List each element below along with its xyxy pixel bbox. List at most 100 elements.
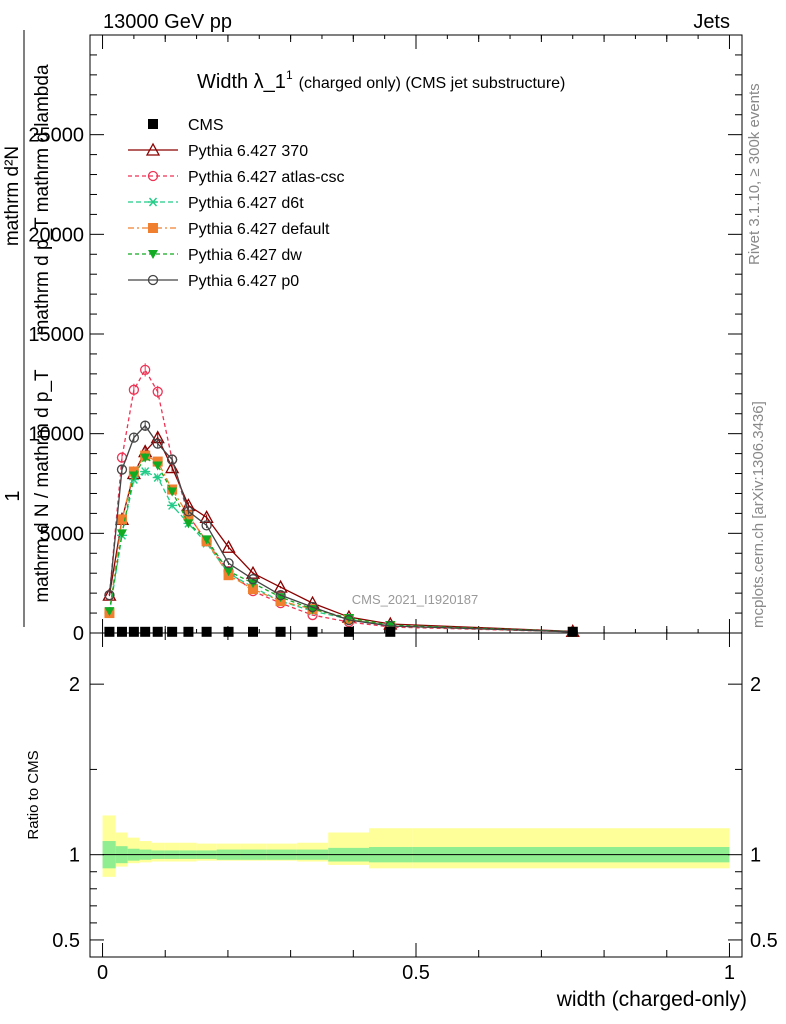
data-point — [385, 626, 396, 637]
ratio-y-tick-label-right: 1 — [750, 845, 761, 867]
data-point — [199, 510, 214, 524]
chart-subtitle: (charged only) (CMS jet substructure) — [299, 75, 566, 92]
legend-marker — [145, 142, 161, 156]
data-point — [140, 467, 151, 477]
legend-entry-cms: CMS — [148, 117, 224, 134]
series-pythia-6-427-p0 — [104, 420, 578, 637]
legend-entry-pythia-6-427-370: Pythia 6.427 370 — [128, 142, 308, 160]
mcplots-label: mcplots.cern.ch [arXiv:1306.3436] — [750, 401, 767, 628]
legend-label: Pythia 6.427 p0 — [188, 273, 299, 290]
ratio-bands — [102, 815, 730, 877]
watermark: CMS_2021_I1920187 — [352, 592, 479, 607]
star-stroke — [153, 473, 162, 482]
legend-label: Pythia 6.427 atlas-csc — [188, 169, 345, 186]
legend-marker — [148, 223, 158, 233]
data-point — [128, 384, 140, 395]
legend-label: Pythia 6.427 d6t — [188, 195, 304, 212]
data-point — [128, 432, 140, 443]
legend-marker — [147, 274, 159, 286]
x-tick-label: 1 — [724, 962, 735, 984]
data-point — [275, 626, 286, 637]
data-point — [201, 520, 212, 531]
series-line-pythia-6-427-d6t — [108, 470, 573, 633]
data-point — [248, 626, 258, 637]
data-point — [152, 473, 163, 482]
series-cms — [104, 626, 578, 637]
ratio-axis-ticks — [90, 633, 742, 957]
data-point — [307, 601, 318, 613]
legend-marker — [148, 197, 158, 207]
data-point — [201, 626, 212, 637]
data-point — [201, 535, 212, 545]
data-point — [128, 626, 139, 637]
data-point — [167, 500, 178, 510]
ratio-y-tick-label-right: 0.5 — [750, 930, 778, 952]
chart-title-main: Width λ_1 — [197, 71, 286, 93]
data-point — [167, 487, 178, 497]
legend-label: Pythia 6.427 default — [188, 221, 330, 238]
data-point — [247, 574, 259, 585]
data-point — [140, 626, 151, 637]
ratio-panel: 0.5 0.51 12 2 0 0.5 1 Ratio to CMS width (cha… — [25, 632, 778, 1011]
legend-label: Pythia 6.427 dw — [188, 247, 302, 264]
ratio-y-tick-label-right: 2 — [750, 674, 761, 696]
star-stroke — [148, 197, 158, 207]
data-point — [273, 579, 288, 593]
ratio-y-tick-label: 0.5 — [52, 930, 80, 952]
legend-entry-pythia-6-427-dw: Pythia 6.427 dw — [128, 247, 302, 264]
y-label-denominator: mathrm d N / mathrm d p_T — [32, 369, 53, 603]
series-line-pythia-6-427-atlas-csc — [108, 368, 573, 633]
chart-title: Width λ_11 (charged only) (CMS jet substr… — [197, 68, 565, 93]
legend-entry-pythia-6-427-d6t: Pythia 6.427 d6t — [128, 195, 304, 212]
data-point — [116, 464, 128, 475]
data-point — [152, 461, 163, 471]
y-tick-label: 0 — [73, 623, 84, 645]
series-line-pythia-6-427-370 — [108, 436, 573, 633]
data-point — [140, 364, 151, 376]
data-point — [183, 626, 194, 637]
legend-entry-pythia-6-427-atlas-csc: Pythia 6.427 atlas-csc — [128, 169, 345, 186]
ratio-plot-frame — [89, 632, 743, 958]
data-point — [343, 614, 355, 626]
series-pythia-6-427-370 — [102, 430, 580, 638]
ratio-y-axis-label: Ratio to CMS — [25, 750, 42, 839]
data-point — [104, 607, 115, 617]
data-point — [152, 626, 163, 637]
ratio-y-tick-label: 1 — [69, 845, 80, 867]
x-tick-labels: 0 0.5 1 — [97, 962, 735, 984]
y-tick-label: 5000 — [40, 523, 85, 545]
data-point — [223, 626, 234, 637]
main-series-group — [102, 363, 580, 638]
legend-marker — [147, 170, 159, 182]
data-point — [221, 539, 236, 553]
legend-marker — [148, 119, 158, 129]
data-point — [307, 626, 318, 637]
data-point — [166, 454, 178, 465]
y-tick-label: 20000 — [28, 224, 84, 246]
data-point — [104, 589, 115, 601]
series-line-pythia-6-427-p0 — [108, 424, 573, 633]
data-point — [567, 626, 578, 637]
x-tick-label: 0 — [97, 962, 108, 984]
y-tick-label: 15000 — [28, 324, 84, 346]
data-point — [248, 584, 258, 595]
legend-marker — [148, 250, 158, 259]
y-label-numerator: mathrm d²N — [2, 146, 23, 246]
series-pythia-6-427-default — [104, 450, 578, 637]
header-left: 13000 GeV pp — [103, 11, 232, 33]
legend-entry-pythia-6-427-default: Pythia 6.427 default — [128, 221, 330, 238]
y-tick-label: 10000 — [28, 424, 84, 446]
star-stroke — [141, 467, 150, 477]
series-pythia-6-427-dw — [104, 453, 578, 637]
x-axis-label: width (charged-only) — [556, 988, 747, 1011]
legend-label: CMS — [188, 117, 224, 134]
data-point — [152, 386, 163, 397]
data-point — [152, 438, 163, 449]
rivet-version-label: Rivet 3.1.10, ≥ 300k events — [746, 83, 763, 265]
main-panel: 0 5000 10000 15000 20000 25000 CMS_2021_I1920… — [28, 34, 743, 645]
data-point — [128, 471, 139, 481]
data-point — [116, 529, 127, 539]
x-tick-label: 0.5 — [402, 962, 430, 984]
legend-entry-pythia-6-427-p0: Pythia 6.427 p0 — [128, 273, 299, 290]
